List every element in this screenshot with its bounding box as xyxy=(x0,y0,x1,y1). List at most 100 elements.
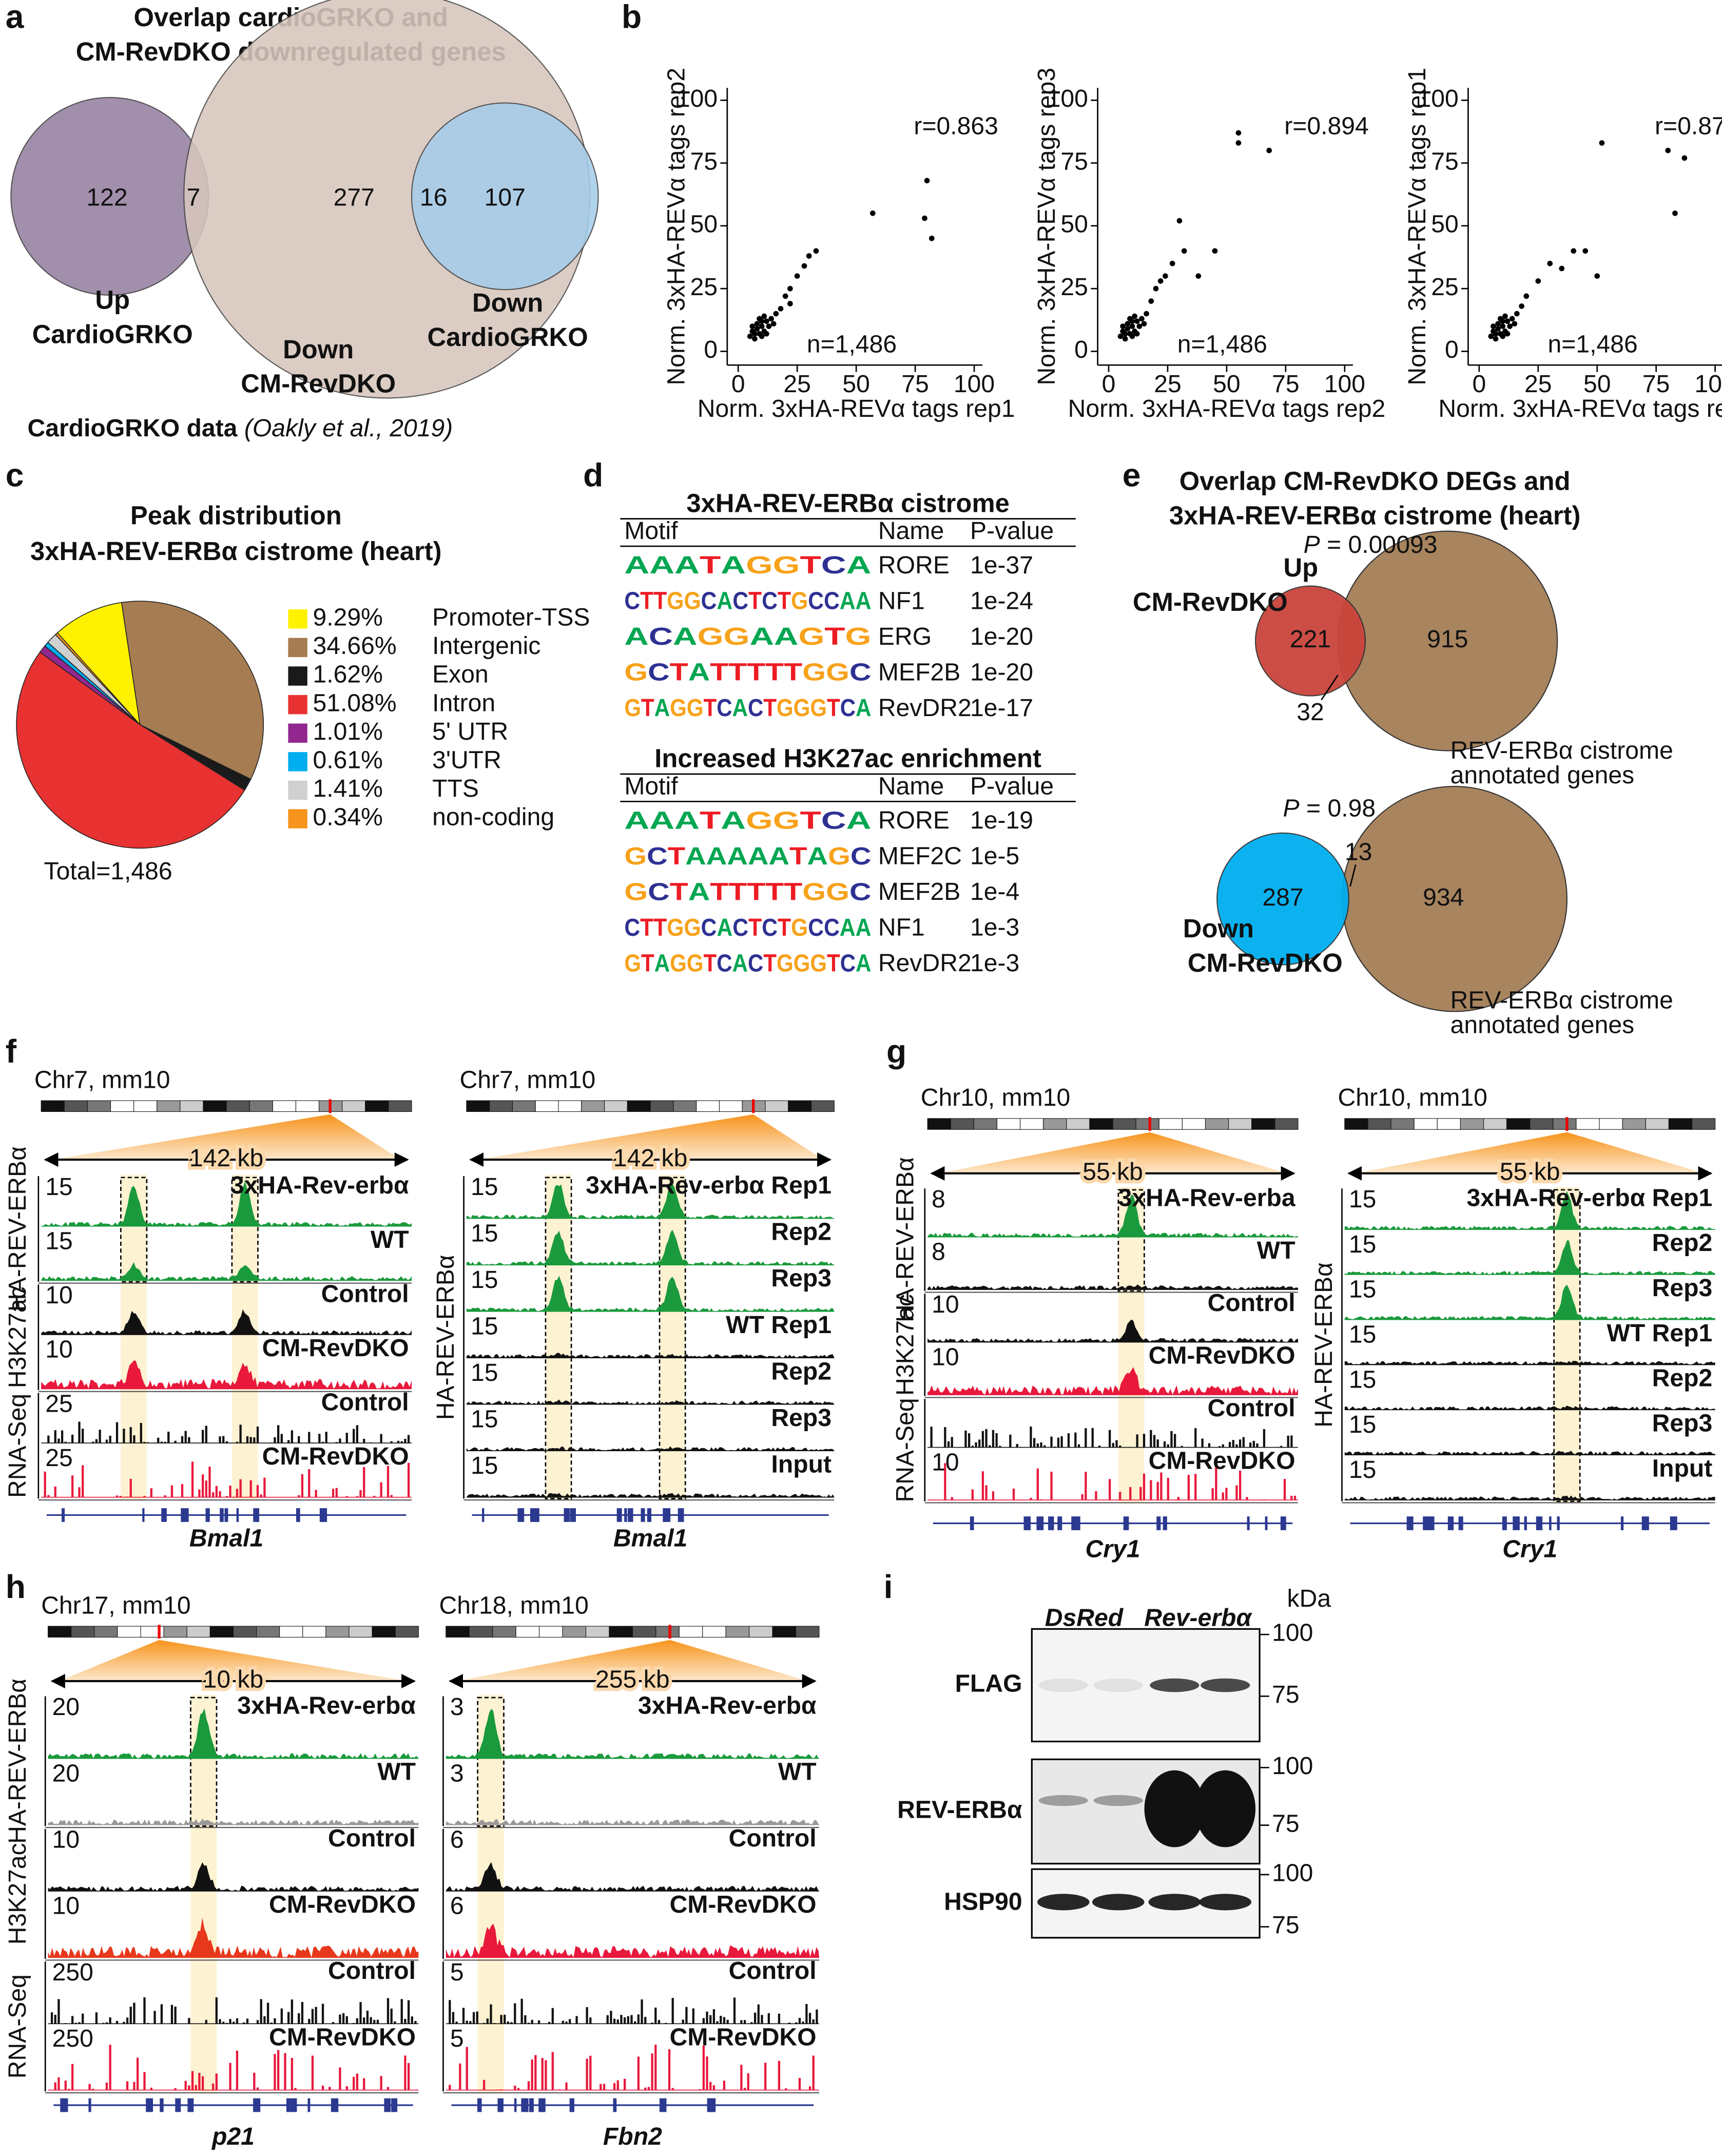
signal-track xyxy=(446,1709,819,1759)
ideogram-band xyxy=(163,1626,187,1638)
gene-exon xyxy=(477,2098,482,2112)
ideogram-band xyxy=(765,1100,789,1112)
signal-bar xyxy=(315,2007,317,2024)
signal-bar xyxy=(47,1435,50,1443)
signal-bar xyxy=(1211,1488,1214,1500)
signal-bar xyxy=(359,2002,362,2024)
motif-name: RevDR2 xyxy=(878,949,972,977)
track-label: WT xyxy=(1257,1237,1295,1264)
correlation-label: r=0.894 xyxy=(1284,112,1369,140)
panel-letter: h xyxy=(6,1568,26,1605)
gene-exon xyxy=(627,1508,633,1522)
ideogram-band xyxy=(302,1626,326,1638)
ideogram-band xyxy=(1553,1118,1577,1130)
signal-bar xyxy=(720,2015,722,2024)
legend-value: 9.29% xyxy=(313,603,383,631)
track-scale: 15 xyxy=(1349,1411,1377,1438)
signal-bar xyxy=(229,2019,231,2024)
gene-exon xyxy=(570,1508,576,1522)
highlight xyxy=(1118,1187,1145,1503)
signal-bar xyxy=(1177,1497,1179,1500)
ideogram-band xyxy=(632,1626,656,1638)
scatter-point xyxy=(924,178,930,184)
signal-bar xyxy=(537,2020,540,2024)
highlight xyxy=(477,1695,504,2093)
blot-band xyxy=(1195,1770,1256,1847)
scatter-point xyxy=(1672,210,1678,216)
signal-bar xyxy=(229,1485,231,1497)
track-label: Input xyxy=(1652,1454,1713,1482)
gene-exon xyxy=(296,1508,300,1522)
signal-bar xyxy=(174,1440,177,1443)
p-value: P = 0.00093 xyxy=(1304,531,1438,559)
signal-bar xyxy=(716,2021,719,2024)
venn-label: CardioGRKO xyxy=(32,319,193,349)
motif-pvalue: 1e-3 xyxy=(970,949,1019,977)
signal-bar xyxy=(606,2015,609,2024)
signal-bar xyxy=(778,2061,781,2090)
scatter-point xyxy=(1512,321,1518,327)
track-label: 3xHA-Rev-erbα xyxy=(638,1691,817,1719)
ideogram-band xyxy=(1483,1118,1507,1130)
signal-bar xyxy=(520,1998,523,2024)
legend-label: TTS xyxy=(432,775,479,802)
signal-bar xyxy=(531,2019,533,2024)
track-label: 3xHA-Rev-erbα Rep1 xyxy=(586,1171,831,1199)
motif-pvalue: 1e-19 xyxy=(970,806,1033,834)
signal-bar xyxy=(514,2003,516,2024)
legend-swatch xyxy=(288,809,307,829)
venn-count: 221 xyxy=(1290,625,1331,653)
signal-bar xyxy=(115,2020,119,2024)
signal-bar xyxy=(301,2002,304,2024)
x-tick-label: 100 xyxy=(1324,370,1365,398)
source-ref: (Oakly et al., 2019) xyxy=(244,414,453,442)
signal-bar xyxy=(671,2088,674,2090)
signal-bar xyxy=(1085,1428,1087,1448)
signal-bar xyxy=(219,1436,221,1443)
signal-bar xyxy=(999,1446,1001,1448)
signal-bar xyxy=(764,2063,767,2090)
signal-bar xyxy=(452,2012,455,2024)
zoom-triangle xyxy=(938,1132,1287,1173)
signal-bar xyxy=(1040,1442,1042,1448)
track-scale: 15 xyxy=(471,1266,498,1294)
signal-bar xyxy=(586,2058,588,2090)
signal-bar xyxy=(205,1480,207,1497)
legend-label: 5' UTR xyxy=(432,718,508,745)
track-label: Control xyxy=(729,1957,817,1985)
signal-bar xyxy=(345,2016,348,2024)
venn-count: 934 xyxy=(1423,883,1464,911)
track-group-label: H3K27ac xyxy=(892,1294,919,1396)
y-tick-label: 0 xyxy=(1074,336,1088,363)
track-label: Control xyxy=(321,1280,409,1307)
gene-name: Cry1 xyxy=(1502,1535,1557,1563)
scatter-point xyxy=(1144,311,1149,317)
gene-exon xyxy=(236,1508,239,1522)
signal-bar xyxy=(390,1441,393,1443)
signal-bar xyxy=(534,2055,537,2090)
signal-bar xyxy=(1077,1444,1080,1448)
marker-label: 75 xyxy=(1272,1810,1300,1837)
panel-title: Overlap CM-RevDKO DEGs and xyxy=(1179,467,1571,496)
signal-bar xyxy=(1109,1430,1111,1448)
signal-bar xyxy=(308,1432,311,1443)
signal-bar xyxy=(486,2018,489,2024)
signal-bar xyxy=(1287,1435,1289,1448)
ideogram-band xyxy=(41,1100,65,1112)
track-scale: 15 xyxy=(471,1359,498,1387)
signal-bar xyxy=(74,2023,77,2024)
peak-box xyxy=(477,1697,505,1827)
ideogram-band xyxy=(1367,1118,1391,1130)
scatter-point xyxy=(1129,318,1135,324)
gene-exon xyxy=(1557,1516,1560,1530)
pie-slice xyxy=(16,651,245,849)
ideogram-band xyxy=(256,1626,280,1638)
gene-exon xyxy=(970,1516,974,1530)
gene-exon xyxy=(647,1508,652,1522)
signal-bar xyxy=(373,1495,376,1497)
y-tick-label: 75 xyxy=(1431,147,1459,175)
gene-exon xyxy=(331,2098,339,2112)
signal-bar xyxy=(404,2055,407,2090)
signal-bar xyxy=(339,2067,341,2090)
venn-circle xyxy=(1216,832,1349,966)
